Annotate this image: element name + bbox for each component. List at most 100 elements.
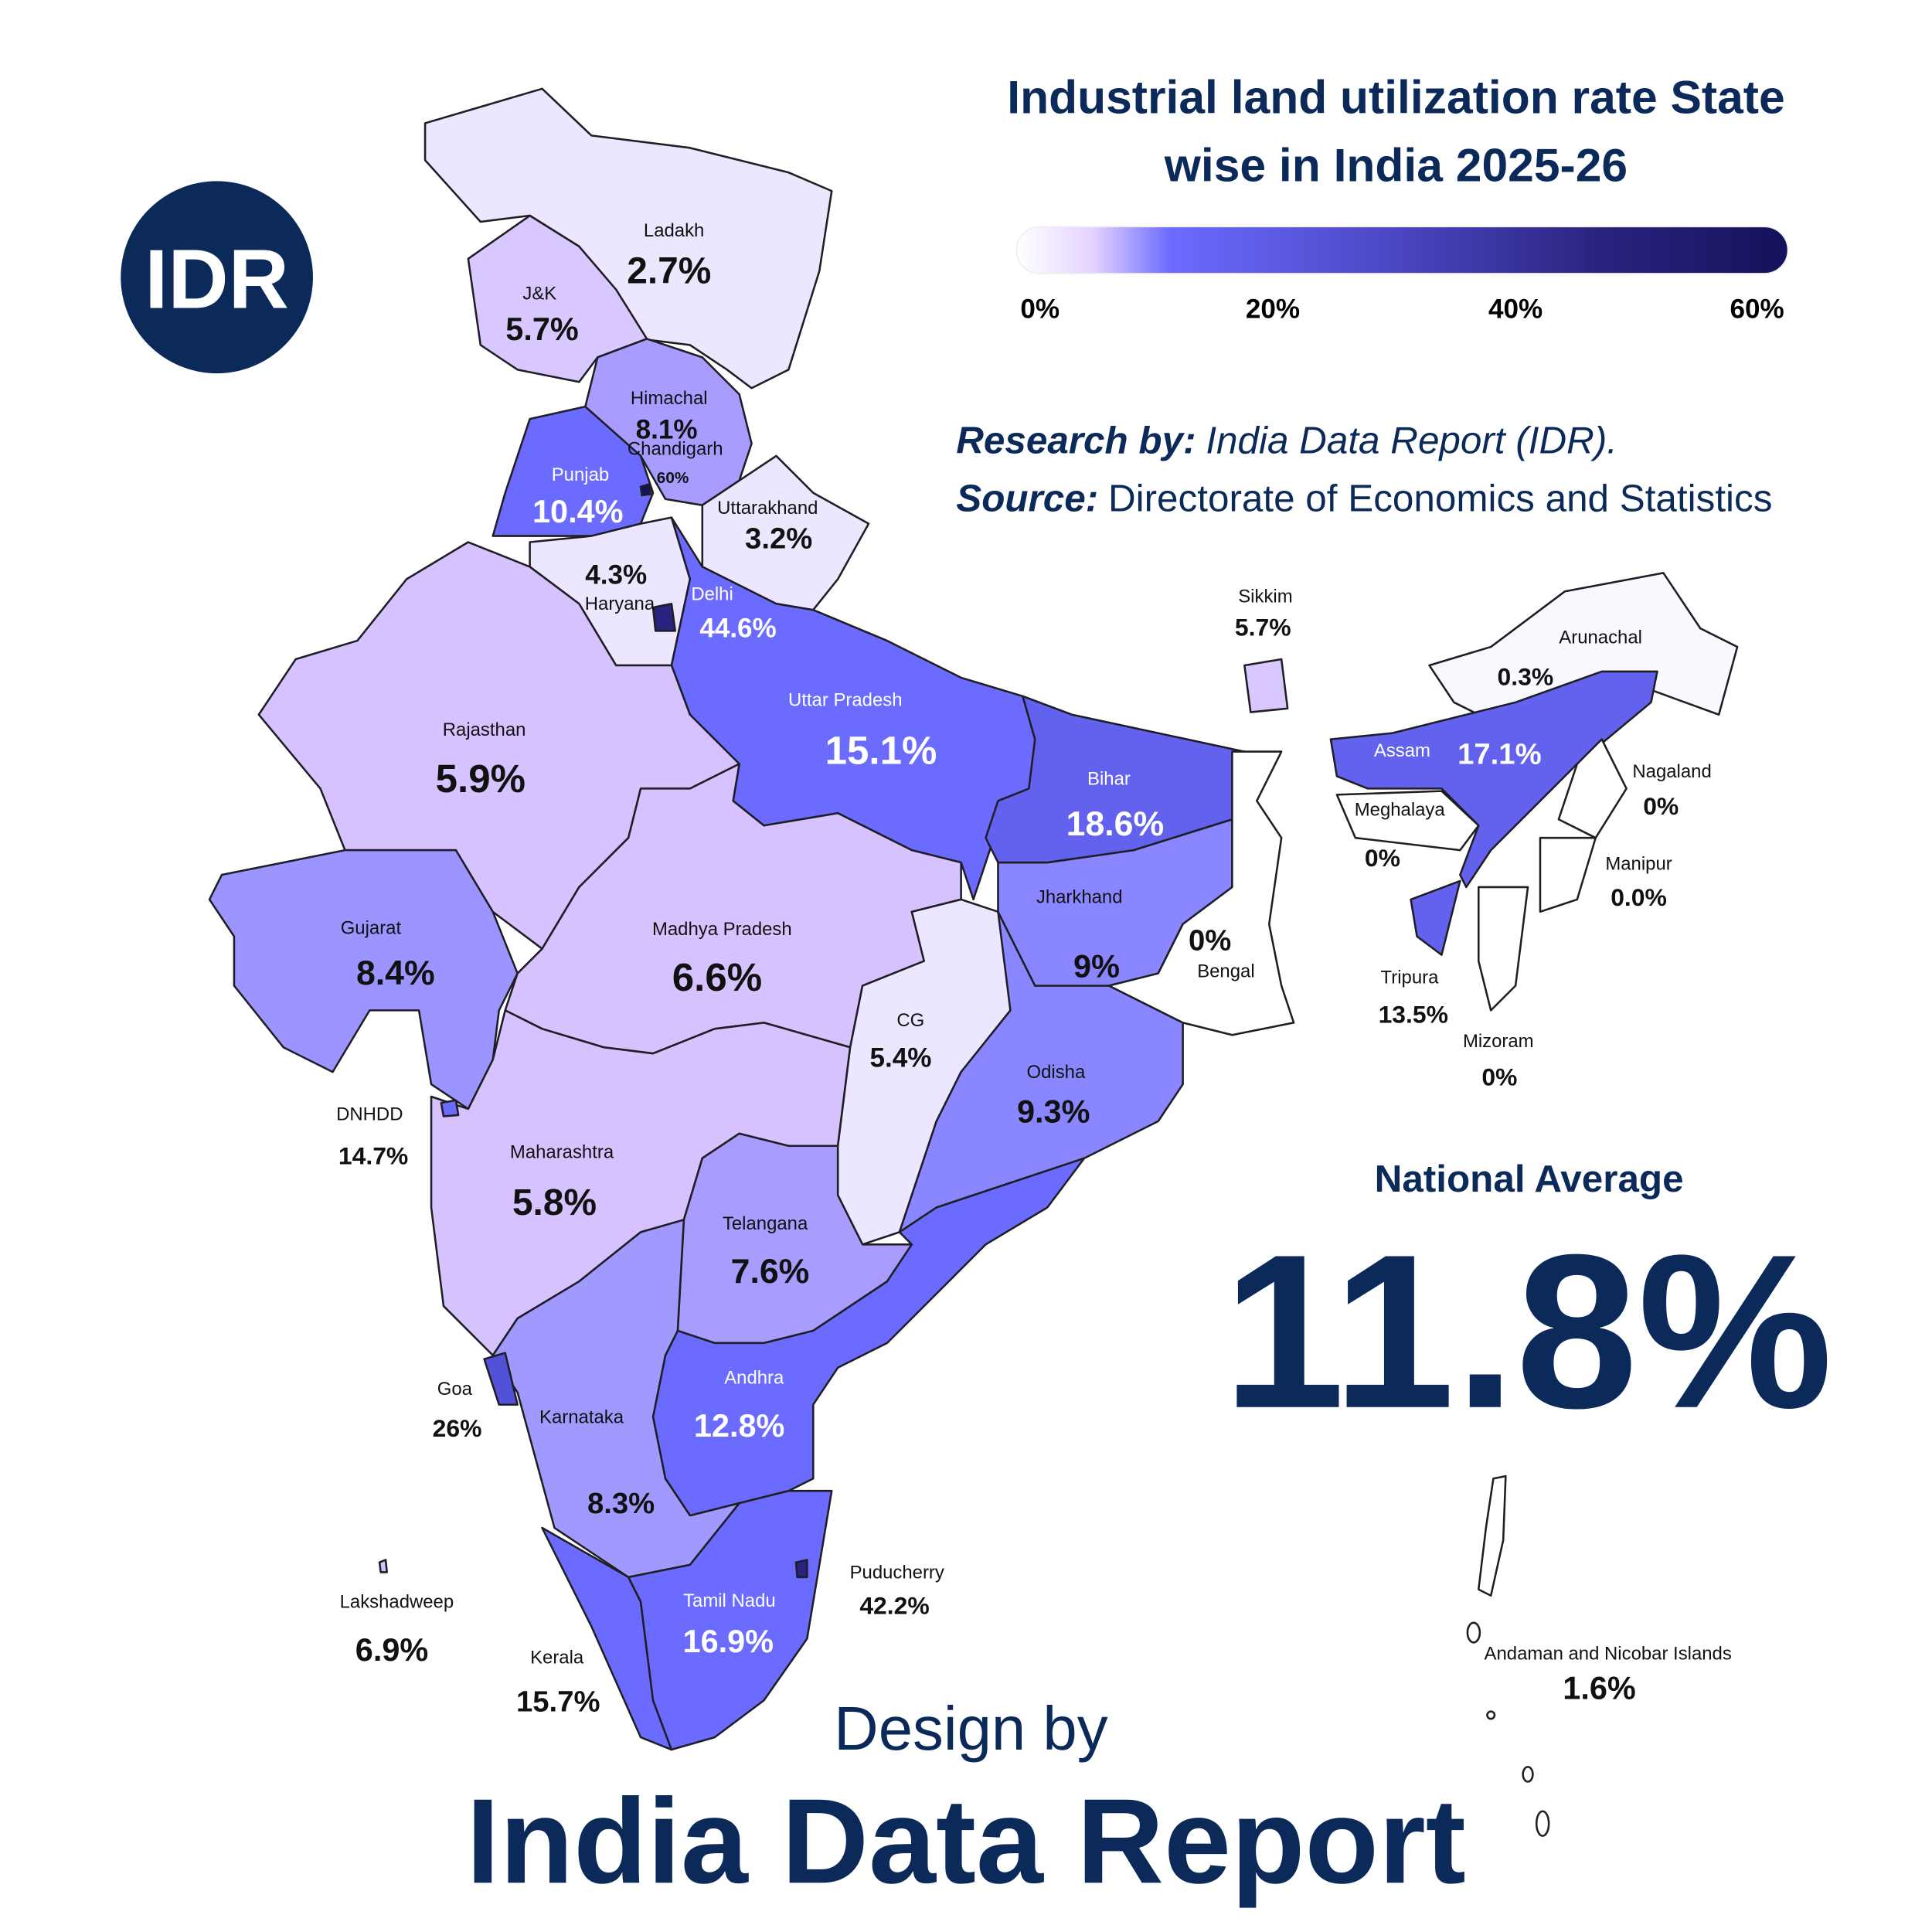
state-name-nagaland: Nagaland bbox=[1632, 761, 1711, 782]
state-value-goa: 26% bbox=[433, 1414, 482, 1442]
state-name-goa: Goa bbox=[437, 1379, 473, 1400]
region-goa bbox=[483, 1352, 519, 1406]
state-value-arunachal: 0.3% bbox=[1498, 662, 1554, 690]
state-value-puducherry: 42.2% bbox=[859, 1592, 929, 1620]
state-value-himachal: 8.1% bbox=[636, 415, 698, 445]
state-value-sikkim: 5.7% bbox=[1235, 614, 1291, 641]
state-value-bihar: 18.6% bbox=[1066, 805, 1165, 843]
state-value-karnataka: 8.3% bbox=[587, 1487, 655, 1520]
state-value-assam: 17.1% bbox=[1458, 738, 1541, 771]
state-value-chandigarh: 60% bbox=[657, 469, 689, 487]
region-andaman-islet bbox=[1535, 1810, 1550, 1837]
state-name-uttarakhand: Uttarakhand bbox=[717, 498, 818, 519]
state-value-odisha: 9.3% bbox=[1017, 1093, 1090, 1129]
region-lakshadweep bbox=[378, 1559, 388, 1573]
state-name-sikkim: Sikkim bbox=[1238, 587, 1292, 607]
state-name-ladakh: Ladakh bbox=[644, 220, 704, 241]
state-name-odisha: Odisha bbox=[1027, 1062, 1086, 1083]
state-name-dnhdd: DNHDD bbox=[336, 1104, 403, 1124]
legend-tick: 0% bbox=[1020, 294, 1060, 324]
national-average-value: 11.8% bbox=[1223, 1209, 1833, 1454]
title-line-1: Industrial land utilization rate State bbox=[1007, 71, 1784, 124]
state-value-mp: 6.6% bbox=[672, 955, 762, 999]
region-chandigarh bbox=[639, 483, 652, 497]
region-andaman-islet bbox=[1466, 1621, 1481, 1644]
state-value-tripura: 13.5% bbox=[1379, 1000, 1448, 1028]
state-value-jharkhand: 9% bbox=[1073, 947, 1120, 984]
research-value: India Data Report (IDR). bbox=[1206, 420, 1617, 462]
state-value-manipur: 0.0% bbox=[1611, 883, 1667, 911]
state-name-maharashtra: Maharashtra bbox=[510, 1142, 614, 1163]
state-name-andhra: Andhra bbox=[724, 1367, 784, 1388]
source-value: Directorate of Economics and Statistics bbox=[1108, 478, 1772, 520]
state-name-rajasthan: Rajasthan bbox=[443, 719, 526, 740]
region-andaman-islet bbox=[1522, 1766, 1534, 1783]
state-value-lakshadweep: 6.9% bbox=[355, 1631, 428, 1668]
state-value-nagaland: 0% bbox=[1643, 792, 1679, 820]
logo-circle bbox=[121, 181, 313, 374]
state-value-andhra: 12.8% bbox=[694, 1407, 785, 1444]
state-value-haryana: 4.3% bbox=[585, 560, 647, 590]
state-value-up: 15.1% bbox=[825, 729, 937, 773]
state-name-himachal: Himachal bbox=[631, 388, 708, 409]
idr-logo: IDR bbox=[121, 181, 313, 374]
region-bihar bbox=[985, 695, 1246, 864]
state-value-andaman: 1.6% bbox=[1563, 1670, 1635, 1706]
state-value-ladakh: 2.7% bbox=[627, 251, 711, 292]
state-name-punjab: Punjab bbox=[552, 464, 609, 485]
region-ladakh bbox=[423, 87, 833, 389]
region-puducherry bbox=[794, 1559, 808, 1579]
state-value-tamilnadu: 16.9% bbox=[683, 1623, 774, 1659]
state-name-bihar: Bihar bbox=[1087, 769, 1131, 790]
state-value-bengal: 0% bbox=[1189, 923, 1231, 957]
state-value-kerala: 15.7% bbox=[516, 1685, 600, 1719]
state-name-lakshadweep: Lakshadweep bbox=[340, 1592, 454, 1613]
state-name-mp: Madhya Pradesh bbox=[652, 919, 792, 940]
state-labels: Ladakh 2.7% J&K 5.7% Himachal 8.1%Chandigarh 6… bbox=[336, 220, 1732, 1718]
state-value-dnhdd: 14.7% bbox=[338, 1142, 408, 1170]
state-value-rajasthan: 5.9% bbox=[436, 757, 526, 801]
state-value-gujarat: 8.4% bbox=[356, 954, 435, 992]
legend-tick: 60% bbox=[1730, 294, 1784, 324]
design-by-label: Design by bbox=[834, 1694, 1108, 1763]
legend-tick: 20% bbox=[1246, 294, 1300, 324]
region-mizoram bbox=[1477, 886, 1529, 1012]
state-name-manipur: Manipur bbox=[1605, 854, 1672, 875]
state-value-uttarakhand: 3.2% bbox=[745, 522, 812, 556]
state-name-haryana: Haryana bbox=[585, 594, 655, 614]
state-name-assam: Assam bbox=[1374, 740, 1430, 761]
state-value-maharashtra: 5.8% bbox=[512, 1182, 597, 1223]
state-value-cg: 5.4% bbox=[870, 1043, 932, 1073]
region-karnataka bbox=[492, 1219, 740, 1579]
region-andaman bbox=[1477, 1475, 1507, 1597]
state-name-jharkhand: Jharkhand bbox=[1036, 887, 1123, 908]
state-value-jk: 5.7% bbox=[505, 311, 578, 347]
region-bengal bbox=[1107, 750, 1295, 1036]
region-sikkim bbox=[1243, 658, 1289, 713]
color-legend: 0% 20% 40% 60% bbox=[1015, 226, 1789, 324]
source-credit: Source: Directorate of Economics and Stat… bbox=[956, 478, 1772, 520]
state-name-cg: CG bbox=[896, 1010, 924, 1031]
brand-name: India Data Report bbox=[466, 1774, 1466, 1909]
region-nagaland bbox=[1557, 738, 1628, 839]
state-name-gujarat: Gujarat bbox=[341, 918, 402, 939]
region-dnhdd bbox=[440, 1099, 460, 1117]
region-meghalaya bbox=[1335, 790, 1480, 852]
state-value-punjab: 10.4% bbox=[532, 493, 624, 529]
state-name-meghalaya: Meghalaya bbox=[1355, 799, 1446, 820]
legend-tick: 40% bbox=[1488, 294, 1543, 324]
state-name-telangana: Telangana bbox=[723, 1213, 808, 1234]
state-name-karnataka: Karnataka bbox=[539, 1407, 624, 1428]
state-name-bengal: Bengal bbox=[1197, 961, 1254, 981]
national-average-label: National Average bbox=[1375, 1158, 1684, 1200]
state-value-meghalaya: 0% bbox=[1365, 844, 1400, 872]
state-name-arunachal: Arunachal bbox=[1559, 627, 1642, 648]
region-tripura bbox=[1410, 879, 1461, 956]
state-name-chandigarh: Chandigarh bbox=[628, 438, 723, 459]
state-name-jk: J&K bbox=[522, 283, 556, 304]
state-regions bbox=[208, 87, 1739, 1837]
state-name-puducherry: Puducherry bbox=[850, 1562, 944, 1583]
region-tamilnadu bbox=[627, 1489, 833, 1751]
source-label: Source: bbox=[956, 478, 1098, 520]
